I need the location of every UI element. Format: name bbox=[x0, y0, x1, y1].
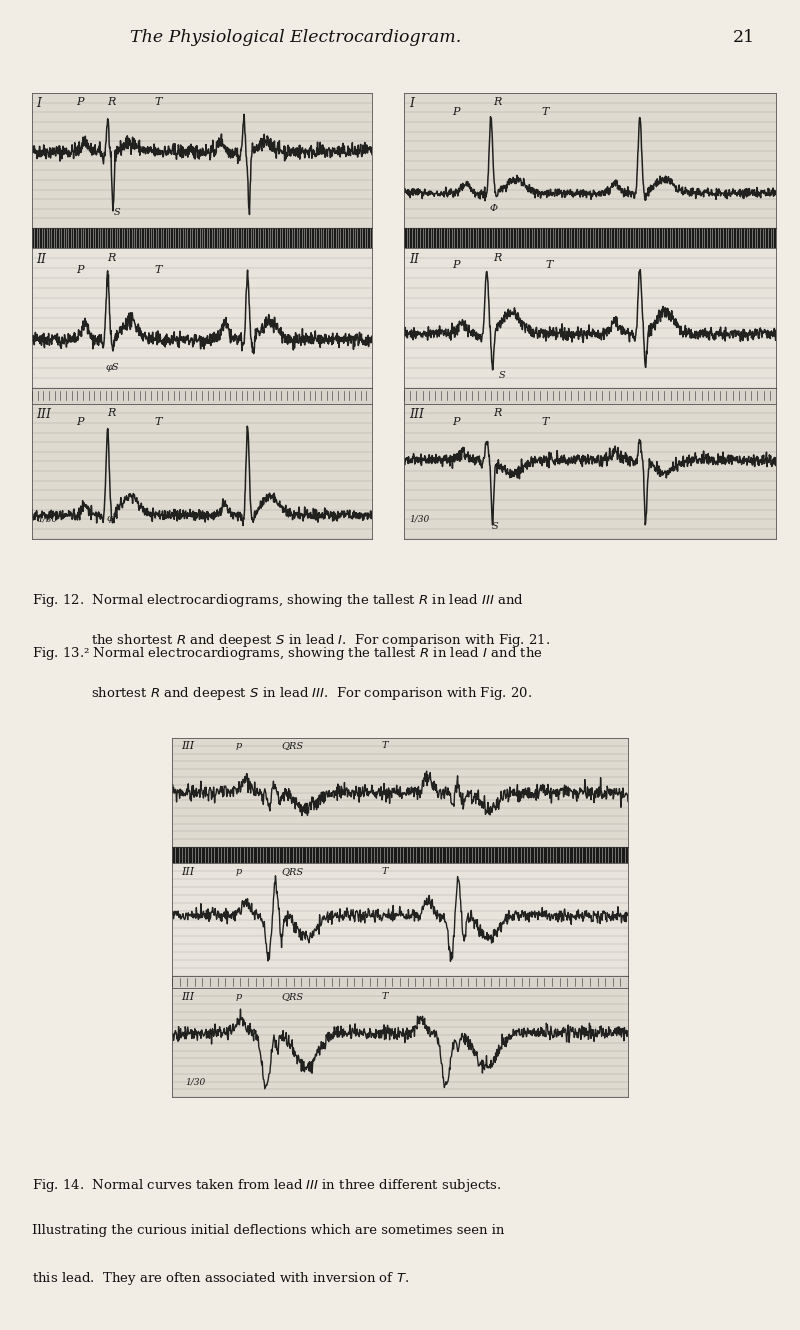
Text: T: T bbox=[154, 418, 162, 427]
Text: P: P bbox=[452, 106, 460, 117]
Text: R: R bbox=[107, 253, 115, 262]
Text: shortest $R$ and deepest $S$ in lead $III$.  For comparison with Fig. 20.: shortest $R$ and deepest $S$ in lead $II… bbox=[91, 685, 532, 702]
Text: T: T bbox=[542, 106, 549, 117]
Text: p: p bbox=[236, 992, 242, 1000]
Text: QRS: QRS bbox=[282, 867, 303, 875]
Text: P: P bbox=[452, 259, 460, 270]
Text: T: T bbox=[382, 992, 388, 1000]
Text: III: III bbox=[37, 408, 51, 420]
Text: II: II bbox=[37, 253, 46, 266]
Text: I: I bbox=[409, 97, 414, 110]
Text: P: P bbox=[452, 418, 460, 427]
Text: T: T bbox=[154, 265, 162, 275]
Text: T: T bbox=[546, 259, 553, 270]
Text: φS: φS bbox=[105, 363, 118, 372]
Text: Illustrating the curious initial deflections which are sometimes seen in: Illustrating the curious initial deflect… bbox=[32, 1224, 504, 1237]
Text: T: T bbox=[542, 418, 549, 427]
Text: S: S bbox=[114, 207, 120, 217]
Text: T: T bbox=[382, 867, 388, 875]
Text: p: p bbox=[236, 867, 242, 875]
Text: this lead.  They are often associated with inversion of $T$.: this lead. They are often associated wit… bbox=[32, 1270, 409, 1287]
Text: R: R bbox=[107, 97, 115, 108]
Text: 1/30: 1/30 bbox=[37, 515, 58, 523]
Text: φ: φ bbox=[107, 515, 114, 523]
Text: P: P bbox=[76, 418, 84, 427]
Text: Fig. 12.  Normal electrocardiograms, showing the tallest $R$ in lead $III$ and: Fig. 12. Normal electrocardiograms, show… bbox=[32, 592, 524, 609]
Text: p: p bbox=[236, 741, 242, 750]
Text: S: S bbox=[499, 371, 506, 380]
Text: III: III bbox=[181, 992, 194, 1001]
Text: R: R bbox=[494, 253, 502, 262]
Text: QRS: QRS bbox=[282, 992, 303, 1000]
Text: III: III bbox=[181, 867, 194, 876]
Text: I: I bbox=[37, 97, 42, 110]
Text: Φ: Φ bbox=[490, 203, 498, 213]
Text: T: T bbox=[382, 741, 388, 750]
Text: Fig. 13.² Normal electrocardiograms, showing the tallest $R$ in lead $I$ and the: Fig. 13.² Normal electrocardiograms, sho… bbox=[32, 645, 542, 662]
Text: R: R bbox=[494, 97, 502, 108]
Text: III: III bbox=[409, 408, 424, 420]
Text: the shortest $R$ and deepest $S$ in lead $I$.  For comparison with Fig. 21.: the shortest $R$ and deepest $S$ in lead… bbox=[91, 632, 550, 649]
Text: R: R bbox=[494, 408, 502, 418]
Text: II: II bbox=[409, 253, 419, 266]
Text: 21: 21 bbox=[733, 29, 755, 45]
Text: 1/30: 1/30 bbox=[186, 1077, 206, 1087]
Text: P: P bbox=[76, 97, 84, 108]
Text: The Physiological Electrocardiogram.: The Physiological Electrocardiogram. bbox=[130, 29, 462, 45]
Text: P: P bbox=[76, 265, 84, 275]
Text: Fig. 14.  Normal curves taken from lead $III$ in three different subjects.: Fig. 14. Normal curves taken from lead $… bbox=[32, 1177, 502, 1194]
Text: R: R bbox=[107, 408, 115, 418]
Text: QRS: QRS bbox=[282, 741, 303, 750]
Text: 1/30: 1/30 bbox=[410, 515, 430, 523]
Text: T: T bbox=[154, 97, 162, 108]
Text: S: S bbox=[491, 523, 498, 532]
Text: III: III bbox=[181, 741, 194, 751]
